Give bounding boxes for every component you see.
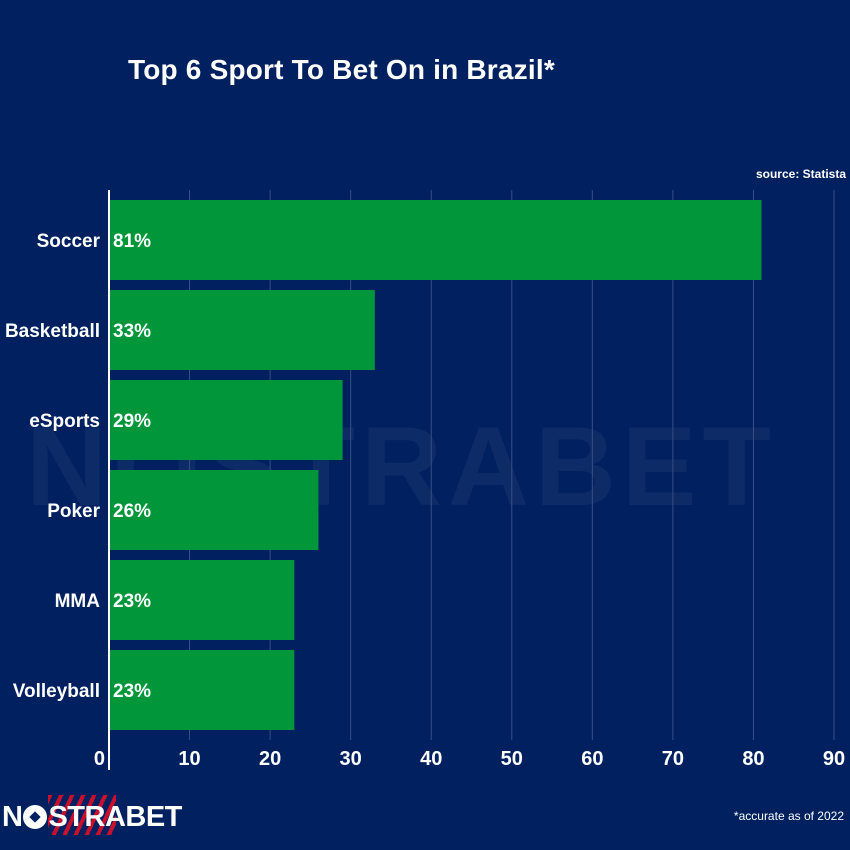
x-tick-label: 10 — [178, 748, 200, 770]
soccer-ball-icon — [23, 805, 48, 829]
value-label: 33% — [113, 321, 151, 342]
footnote: *accurate as of 2022 — [733, 809, 844, 823]
category-label: eSports — [29, 411, 100, 432]
x-tick-label: 0 — [94, 748, 105, 770]
x-tick-label: 70 — [662, 748, 684, 770]
bar — [109, 470, 319, 550]
bar — [109, 290, 375, 370]
x-tick-label: 40 — [420, 748, 442, 770]
source-note: source: Statista — [755, 167, 846, 181]
value-label: 29% — [113, 411, 151, 432]
category-label: Volleyball — [13, 681, 100, 702]
bar — [109, 200, 762, 280]
x-tick-label: 90 — [823, 748, 845, 770]
category-label: MMA — [55, 591, 101, 612]
category-label: Basketball — [5, 321, 100, 342]
x-tick-label: 80 — [742, 748, 764, 770]
category-label: Poker — [47, 501, 100, 522]
x-tick-label: 20 — [259, 748, 281, 770]
bar — [109, 560, 295, 640]
x-tick-label: 30 — [340, 748, 362, 770]
x-tick-label: 60 — [581, 748, 603, 770]
value-label: 23% — [113, 681, 151, 702]
bar — [109, 650, 295, 730]
category-label: Soccer — [37, 231, 101, 252]
x-tick-label: 50 — [501, 748, 523, 770]
brand-logo: N STRABET — [2, 795, 182, 835]
value-label: 26% — [113, 501, 151, 522]
bar — [109, 380, 343, 460]
value-label: 81% — [113, 231, 151, 252]
bar-chart: 0 10 20 30 40 50 60 70 80 90 Soccer 81% Basketball 33… — [5, 190, 845, 770]
chart-title: Top 6 Sport To Bet On in Brazil* — [128, 54, 555, 85]
value-label: 23% — [113, 591, 151, 612]
